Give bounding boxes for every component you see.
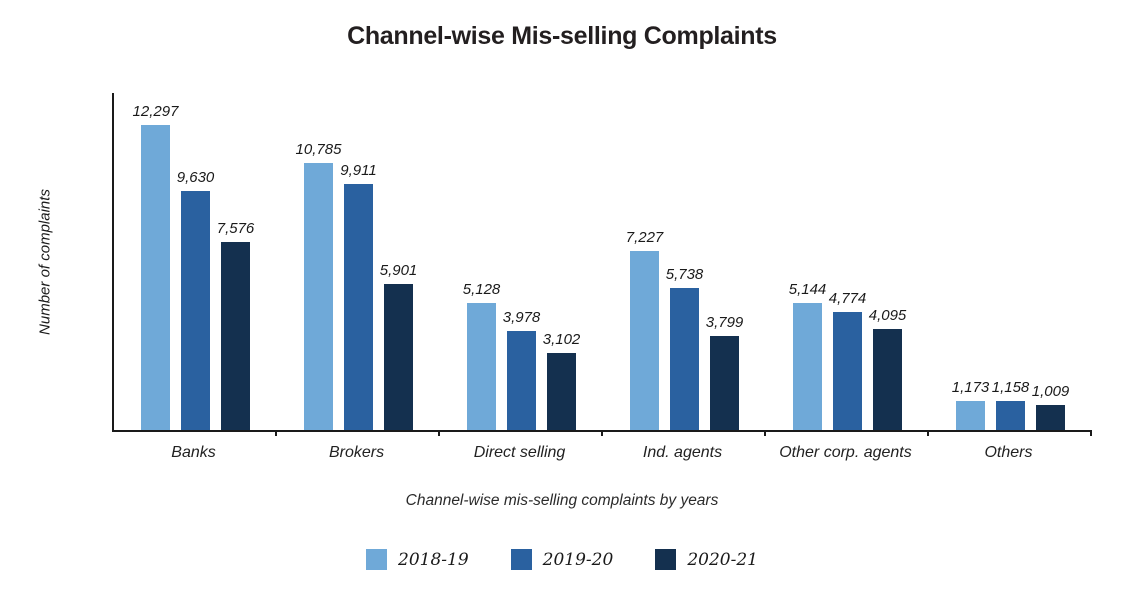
bar-2018-19: 7,227 xyxy=(626,229,663,430)
bar-2018-19: 1,173 xyxy=(952,379,989,430)
bar-value-label: 1,158 xyxy=(991,379,1030,397)
bar-value-label: 3,978 xyxy=(502,309,541,327)
bar-group: 5,128 3,978 3,102 xyxy=(440,93,603,430)
bar-2019-20: 9,911 xyxy=(340,162,377,430)
bar-value-label: 4,095 xyxy=(868,306,907,324)
bar-2020-21: 7,576 xyxy=(217,220,254,430)
bar-value-label: 7,576 xyxy=(216,220,255,238)
legend-swatch xyxy=(366,549,388,570)
bar-value-label: 5,738 xyxy=(665,265,704,283)
x-axis-tick xyxy=(927,430,929,436)
legend-item: 2019-20 xyxy=(510,549,614,570)
legend-label: 2020-21 xyxy=(687,549,758,570)
x-axis-tick xyxy=(438,430,440,436)
x-axis-category-labels: Banks Brokers Direct selling Ind. agents Oth… xyxy=(112,444,1090,462)
bar-group: 5,144 4,774 4,095 xyxy=(766,93,929,430)
bar-value-label: 1,173 xyxy=(951,378,990,396)
bar-2018-19: 10,785 xyxy=(296,141,341,430)
x-axis-tick xyxy=(275,430,277,436)
bar-value-label: 9,630 xyxy=(176,169,215,187)
category-label: Brokers xyxy=(328,444,385,461)
legend-swatch xyxy=(655,549,677,570)
bar-value-label: 7,227 xyxy=(625,228,664,246)
legend-swatch xyxy=(510,549,532,570)
x-axis-tick xyxy=(1090,430,1092,436)
bar-2019-20: 3,978 xyxy=(503,309,540,430)
bar-2019-20: 9,630 xyxy=(177,169,214,430)
bar-2020-21: 1,009 xyxy=(1032,383,1069,430)
plot-area: 12,297 9,630 7,576 10,785 9,911 5,901 5,128 3,9… xyxy=(112,93,1092,436)
bar-value-label: 3,102 xyxy=(542,331,581,349)
legend-item: 2018-19 xyxy=(366,549,469,570)
chart-title: Channel-wise Mis-selling Complaints xyxy=(347,22,777,50)
bar-2020-21: 3,799 xyxy=(706,314,743,430)
bar-2020-21: 5,901 xyxy=(380,262,417,430)
category-label: Direct selling xyxy=(473,444,566,461)
bar-value-label: 5,144 xyxy=(788,280,827,298)
chart-caption: Channel-wise mis-selling complaints by y… xyxy=(405,492,719,509)
bar-value-label: 1,009 xyxy=(1031,383,1070,400)
bar-2020-21: 3,102 xyxy=(543,331,580,430)
bar-value-label: 9,911 xyxy=(340,162,377,180)
category-label: Other corp. agents xyxy=(779,444,912,461)
bar-value-label: 3,799 xyxy=(705,313,744,331)
bar-value-label: 10,785 xyxy=(295,140,342,158)
bar-2019-20: 4,774 xyxy=(829,290,866,430)
x-axis-tick xyxy=(764,430,766,436)
bar-group: 12,297 9,630 7,576 xyxy=(114,93,277,430)
category-label: Ind. agents xyxy=(642,444,723,461)
bar-group: 7,227 5,738 3,799 xyxy=(603,93,766,430)
bar-group: 1,173 1,158 1,009 xyxy=(929,93,1092,430)
bar-value-label: 4,774 xyxy=(828,289,867,307)
bar-value-label: 5,128 xyxy=(462,280,501,298)
bar-2018-19: 5,128 xyxy=(463,281,500,430)
bar-2020-21: 4,095 xyxy=(869,307,906,430)
category-label: Banks xyxy=(171,444,216,461)
category-label: Others xyxy=(984,444,1033,461)
bar-group: 10,785 9,911 5,901 xyxy=(277,93,440,430)
bar-2018-19: 5,144 xyxy=(789,281,826,430)
legend-item: 2020-21 xyxy=(655,549,758,570)
bar-2018-19: 12,297 xyxy=(133,103,178,430)
y-axis-label: Number of complaints xyxy=(36,189,54,335)
legend: 2018-19 2019-20 2020-21 xyxy=(0,549,1124,570)
bar-value-label: 5,901 xyxy=(379,261,418,279)
legend-label: 2018-19 xyxy=(398,549,469,570)
bar-value-label: 12,297 xyxy=(132,103,179,121)
bar-2019-20: 5,738 xyxy=(666,266,703,430)
legend-label: 2019-20 xyxy=(542,549,614,570)
x-axis-tick xyxy=(601,430,603,436)
bar-2019-20: 1,158 xyxy=(992,379,1029,430)
